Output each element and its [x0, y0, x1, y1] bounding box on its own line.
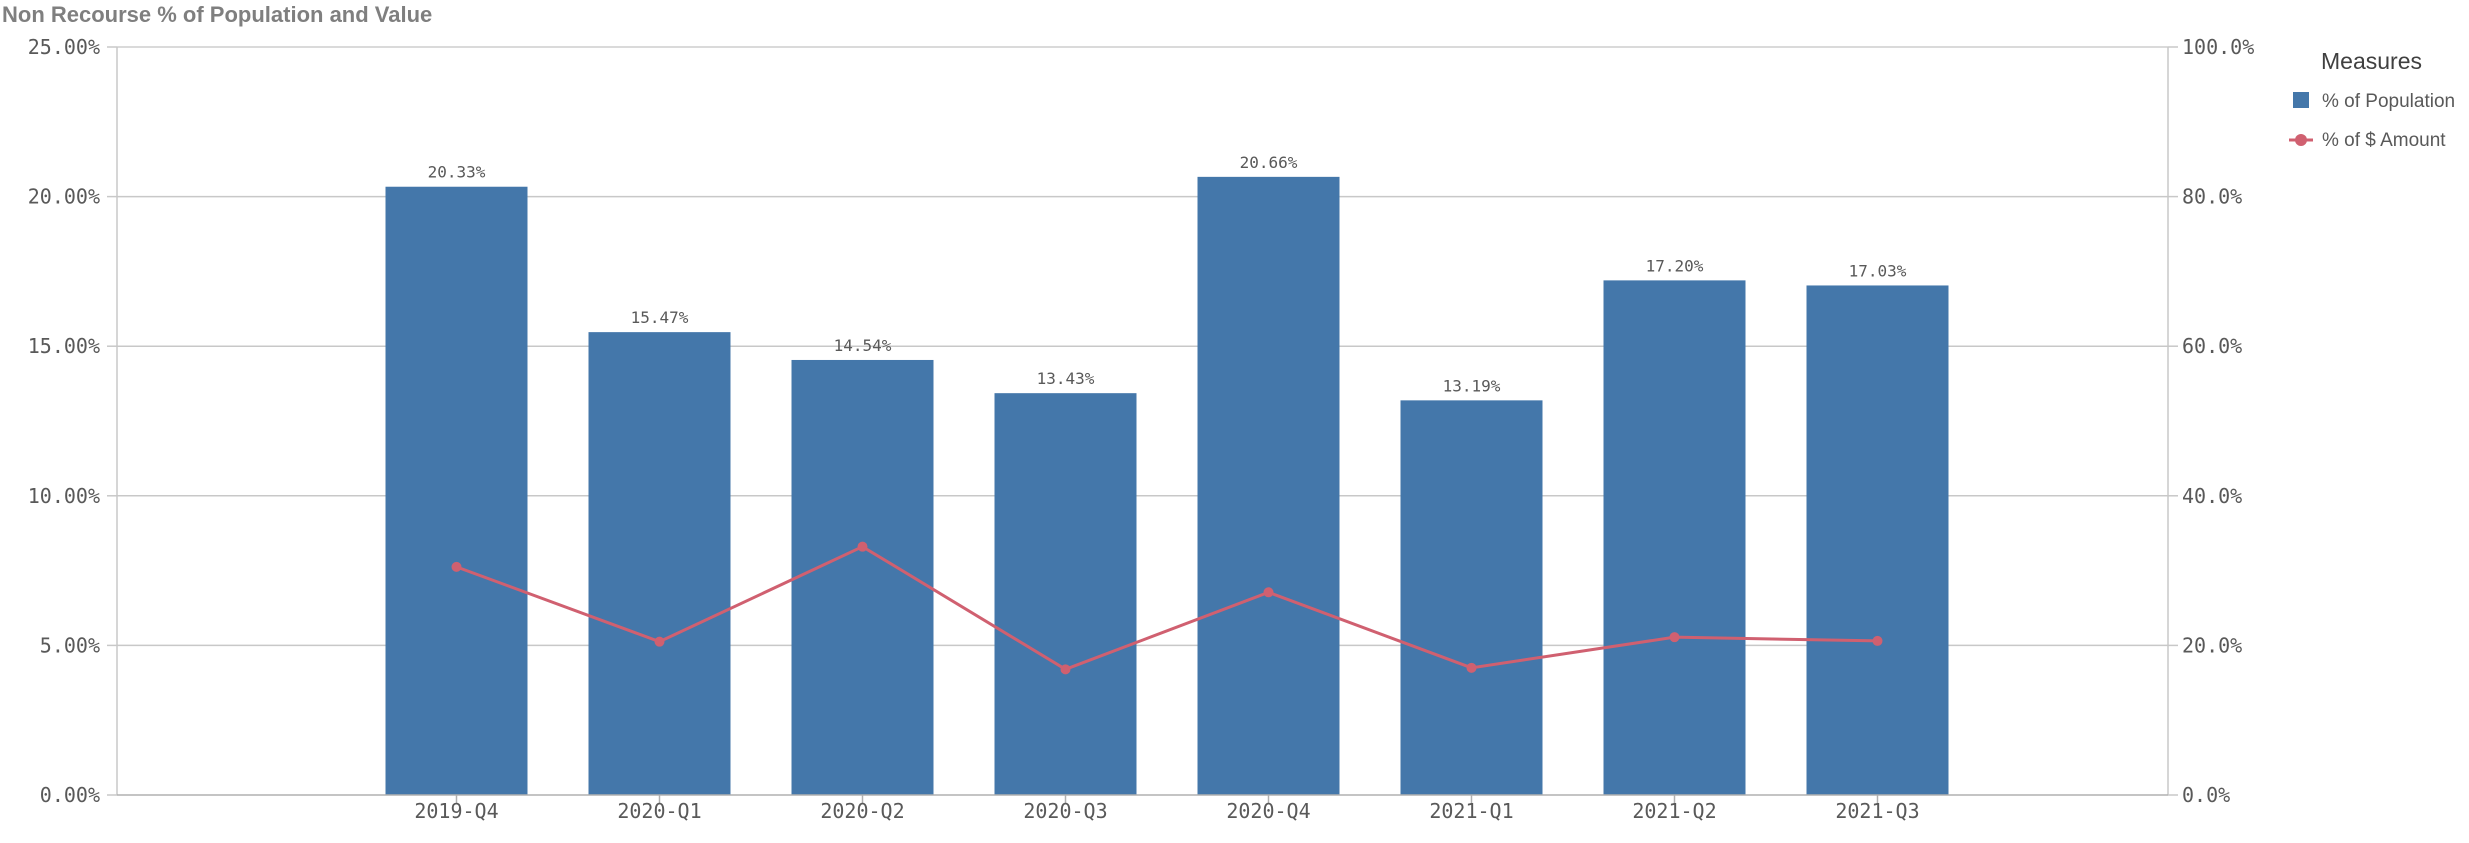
left-tick-label: 5.00% — [40, 633, 100, 657]
line-point — [451, 561, 462, 572]
line-point — [1872, 635, 1883, 646]
bar — [1400, 400, 1543, 795]
legend-title: Measures — [2321, 48, 2422, 74]
bars: 20.33% 15.47% 14.54% 13.43% 20.66% 13.19% 17.2… — [385, 153, 1949, 796]
bar-value-label: 17.20% — [1646, 256, 1704, 275]
line-point — [1466, 662, 1477, 673]
axes: 0.00% 5.00% 10.00% 15.00% 20.00% 25.00% 0.0% 20… — [28, 35, 2255, 823]
line-point — [654, 636, 665, 647]
x-tick-label: 2020-Q3 — [1023, 799, 1107, 823]
x-tick-label: 2021-Q2 — [1632, 799, 1716, 823]
x-tick-label: 2020-Q4 — [1226, 799, 1310, 823]
bar — [385, 186, 528, 796]
bar-value-label: 20.33% — [428, 163, 486, 182]
line-point — [1263, 587, 1274, 598]
bar-value-label: 20.66% — [1240, 153, 1298, 172]
legend-swatch-point — [2295, 134, 2307, 146]
left-tick-label: 10.00% — [28, 484, 100, 508]
bar-value-label: 14.54% — [834, 336, 892, 355]
line-series — [451, 541, 1883, 675]
series-line — [455, 544, 1878, 671]
bar — [791, 359, 934, 795]
left-tick-label: 15.00% — [28, 334, 100, 358]
x-tick-label: 2021-Q1 — [1429, 799, 1513, 823]
bar-value-label: 13.43% — [1037, 369, 1095, 388]
bar-value-label: 13.19% — [1443, 376, 1501, 395]
bar — [1603, 280, 1746, 796]
right-tick-label: 80.0% — [2182, 185, 2242, 209]
x-tick-label: 2020-Q2 — [820, 799, 904, 823]
bar — [1197, 176, 1340, 796]
legend-label: % of Population — [2322, 91, 2455, 112]
bar-value-label: 15.47% — [631, 308, 689, 327]
bar — [1806, 285, 1949, 795]
left-tick-label: 20.00% — [28, 185, 100, 209]
bar — [588, 332, 731, 795]
left-tick-label: 0.00% — [40, 783, 100, 807]
legend-swatch-bar — [2293, 92, 2309, 108]
x-tick-label: 2019-Q4 — [414, 799, 498, 823]
line-point — [1060, 664, 1071, 675]
legend: Measures % of Population % of $ Amount — [2289, 48, 2455, 151]
right-tick-label: 0.0% — [2182, 783, 2230, 807]
x-tick-label: 2021-Q3 — [1835, 799, 1919, 823]
bar — [994, 393, 1137, 795]
right-tick-label: 100.0% — [2182, 35, 2254, 59]
right-tick-label: 20.0% — [2182, 633, 2242, 657]
bar-value-label: 17.03% — [1849, 261, 1907, 280]
right-tick-label: 40.0% — [2182, 484, 2242, 508]
x-tick-label: 2020-Q1 — [617, 799, 701, 823]
line-point — [1669, 632, 1680, 643]
right-tick-label: 60.0% — [2182, 334, 2242, 358]
line-point — [857, 541, 868, 552]
chart-title: Non Recourse % of Population and Value — [2, 2, 433, 27]
left-tick-label: 25.00% — [28, 35, 100, 59]
legend-label: % of $ Amount — [2322, 130, 2446, 151]
